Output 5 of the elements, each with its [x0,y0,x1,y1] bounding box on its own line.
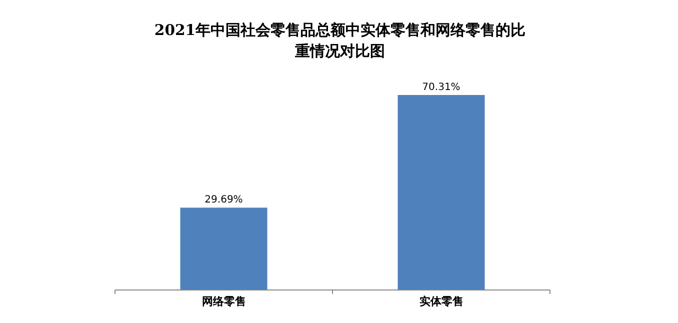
data-label: 70.31% [422,82,460,93]
x-tick-label: 实体零售 [419,295,464,308]
x-tick-label: 网络零售 [202,295,246,308]
chart-title: 2021年中国社会零售品总额中实体零售和网络零售的比重情况对比图 [153,21,527,62]
data-label: 29.69% [204,194,243,206]
